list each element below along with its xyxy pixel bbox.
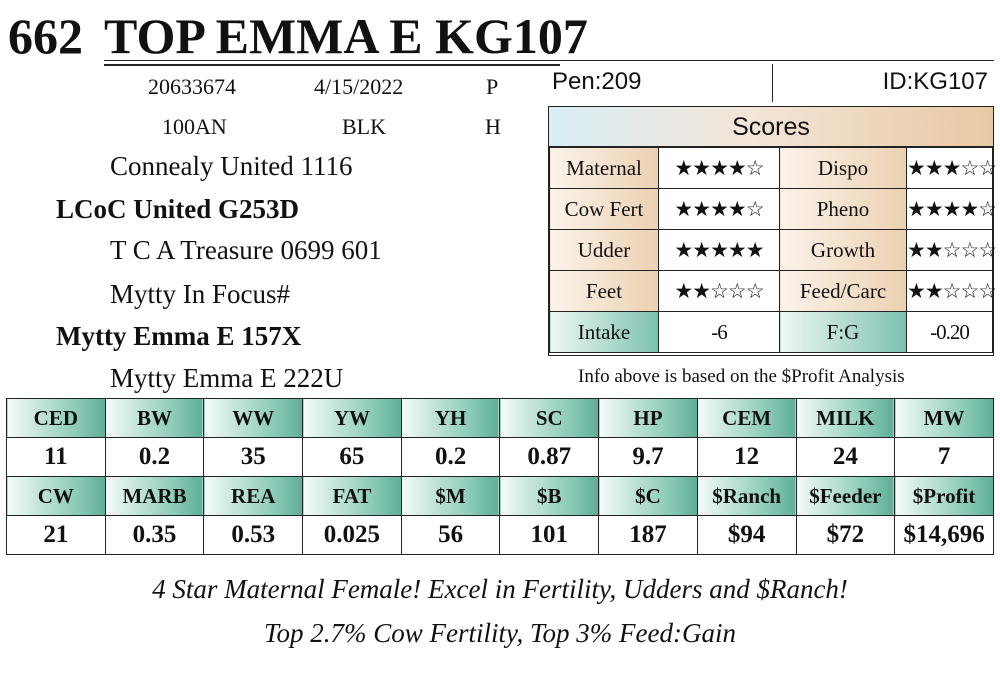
tagline-line-2: Top 2.7% Cow Fertility, Top 3% Feed:Gain bbox=[263, 618, 736, 648]
epd-header: CW bbox=[6, 476, 106, 516]
lot-number: 662 bbox=[8, 8, 83, 64]
epd-header: SC bbox=[499, 398, 600, 438]
epd-header: $C bbox=[598, 476, 698, 516]
epd-value: 65 bbox=[302, 437, 402, 477]
epd-value: 56 bbox=[400, 515, 501, 555]
epd-table: CED BW WW YW YH SC HP CEM MILK MW 11 0.2… bbox=[6, 398, 994, 555]
pedigree-dam: Mytty Emma E 157X bbox=[56, 321, 302, 351]
pen-label: Pen:209 bbox=[552, 68, 642, 95]
epd-value: 7 bbox=[894, 437, 994, 477]
birth-date: 4/15/2022 bbox=[314, 74, 404, 99]
scores-table: Maternal ★★★★☆ Dispo ★★★☆☆ Cow Fert ★★★★… bbox=[549, 147, 997, 353]
epd-header: MILK bbox=[795, 398, 896, 438]
score-row: Maternal ★★★★☆ Dispo ★★★☆☆ bbox=[549, 147, 997, 189]
score-row: Cow Fert ★★★★☆ Pheno ★★★★☆ bbox=[549, 188, 997, 230]
pedigree-sire-dam: T C A Treasure 0699 601 bbox=[110, 235, 382, 265]
epd-value: 0.2 bbox=[400, 437, 501, 477]
pedigree-dam-dam: Mytty Emma E 222U bbox=[110, 363, 344, 393]
epd-value: 0.2 bbox=[104, 437, 205, 477]
epd-value: 0.53 bbox=[203, 515, 304, 555]
star-rating: ★★☆☆☆ bbox=[906, 229, 997, 271]
epd-value-row: 11 0.2 35 65 0.2 0.87 9.7 12 24 7 bbox=[6, 437, 994, 477]
intake-label: Intake bbox=[549, 311, 659, 353]
epd-value-row: 21 0.35 0.53 0.025 56 101 187 $94 $72 $1… bbox=[6, 515, 994, 555]
epd-header: CEM bbox=[696, 398, 797, 438]
scores-title: Scores bbox=[549, 107, 993, 147]
feed-gain-value: -0.20 bbox=[906, 311, 993, 353]
epd-header: BW bbox=[104, 398, 205, 438]
header-rule bbox=[104, 60, 994, 61]
epd-header: REA bbox=[203, 476, 304, 516]
pen-id-bar: Pen:209 ID:KG107 bbox=[548, 64, 994, 100]
epd-header: MW bbox=[894, 398, 994, 438]
epd-value: $94 bbox=[696, 515, 797, 555]
star-rating: ★★★★☆ bbox=[906, 188, 997, 230]
star-rating: ★★☆☆☆ bbox=[658, 270, 780, 312]
epd-value: 12 bbox=[696, 437, 797, 477]
epd-header: YW bbox=[302, 398, 402, 438]
score-row: Feet ★★☆☆☆ Feed/Carc ★★☆☆☆ bbox=[549, 270, 997, 312]
intake-value: -6 bbox=[658, 311, 780, 353]
feed-gain-label: F:G bbox=[779, 311, 907, 353]
sex-code: H bbox=[485, 114, 501, 139]
epd-header: $B bbox=[499, 476, 600, 516]
star-rating: ★★★★☆ bbox=[658, 188, 780, 230]
epd-value: 9.7 bbox=[598, 437, 698, 477]
epd-value: 0.35 bbox=[104, 515, 205, 555]
score-label: Maternal bbox=[549, 147, 659, 189]
epd-value: 11 bbox=[6, 437, 106, 477]
epd-header: YH bbox=[400, 398, 501, 438]
pedigree-sire: LCoC United G253D bbox=[56, 194, 300, 224]
scores-panel: Scores Maternal ★★★★☆ Dispo ★★★☆☆ Cow Fe… bbox=[548, 106, 997, 356]
epd-value: 35 bbox=[203, 437, 304, 477]
epd-header: HP bbox=[598, 398, 698, 438]
pen-divider bbox=[772, 64, 773, 102]
score-label: Cow Fert bbox=[549, 188, 659, 230]
epd-header: WW bbox=[203, 398, 304, 438]
registration-number: 20633674 bbox=[148, 74, 236, 99]
id-label: ID:KG107 bbox=[882, 68, 988, 95]
epd-value: 21 bbox=[6, 515, 106, 555]
epd-header: FAT bbox=[302, 476, 402, 516]
star-rating: ★★★☆☆ bbox=[906, 147, 997, 189]
epd-value: $14,696 bbox=[894, 515, 994, 555]
breed-percent: 100AN bbox=[162, 114, 227, 139]
polled-code: P bbox=[486, 74, 499, 99]
epd-header: CED bbox=[6, 398, 106, 438]
epd-header-row: CW MARB REA FAT $M $B $C $Ranch $Feeder … bbox=[6, 476, 994, 516]
score-label: Feed/Carc bbox=[779, 270, 907, 312]
star-rating: ★★★★☆ bbox=[658, 147, 780, 189]
epd-value: $72 bbox=[795, 515, 896, 555]
epd-header-row: CED BW WW YW YH SC HP CEM MILK MW bbox=[6, 398, 994, 438]
score-label: Pheno bbox=[779, 188, 907, 230]
tagline-line-1: 4 Star Maternal Female! Excel in Fertili… bbox=[152, 574, 848, 604]
epd-value: 0.025 bbox=[302, 515, 402, 555]
pedigree-dam-sire: Mytty In Focus# bbox=[110, 279, 291, 309]
score-label: Feet bbox=[549, 270, 659, 312]
epd-header: MARB bbox=[104, 476, 205, 516]
color-code: BLK bbox=[342, 114, 386, 139]
score-label: Udder bbox=[549, 229, 659, 271]
epd-value: 187 bbox=[598, 515, 698, 555]
score-label: Dispo bbox=[779, 147, 907, 189]
intake-row: Intake -6 F:G -0.20 bbox=[549, 311, 993, 353]
epd-header: $Feeder bbox=[795, 476, 896, 516]
score-row: Udder ★★★★★ Growth ★★☆☆☆ bbox=[549, 229, 997, 271]
profit-analysis-note: Info above is based on the $Profit Analy… bbox=[578, 366, 905, 387]
epd-value: 24 bbox=[795, 437, 896, 477]
epd-value: 101 bbox=[499, 515, 600, 555]
epd-header: $M bbox=[400, 476, 501, 516]
epd-value: 0.87 bbox=[499, 437, 600, 477]
pedigree-sire-sire: Connealy United 1116 bbox=[110, 151, 353, 181]
star-rating: ★★☆☆☆ bbox=[906, 270, 997, 312]
epd-header: $Ranch bbox=[696, 476, 797, 516]
star-rating: ★★★★★ bbox=[658, 229, 780, 271]
score-label: Growth bbox=[779, 229, 907, 271]
epd-header: $Profit bbox=[894, 476, 994, 516]
animal-name: TOP EMMA E KG107 bbox=[104, 8, 588, 66]
